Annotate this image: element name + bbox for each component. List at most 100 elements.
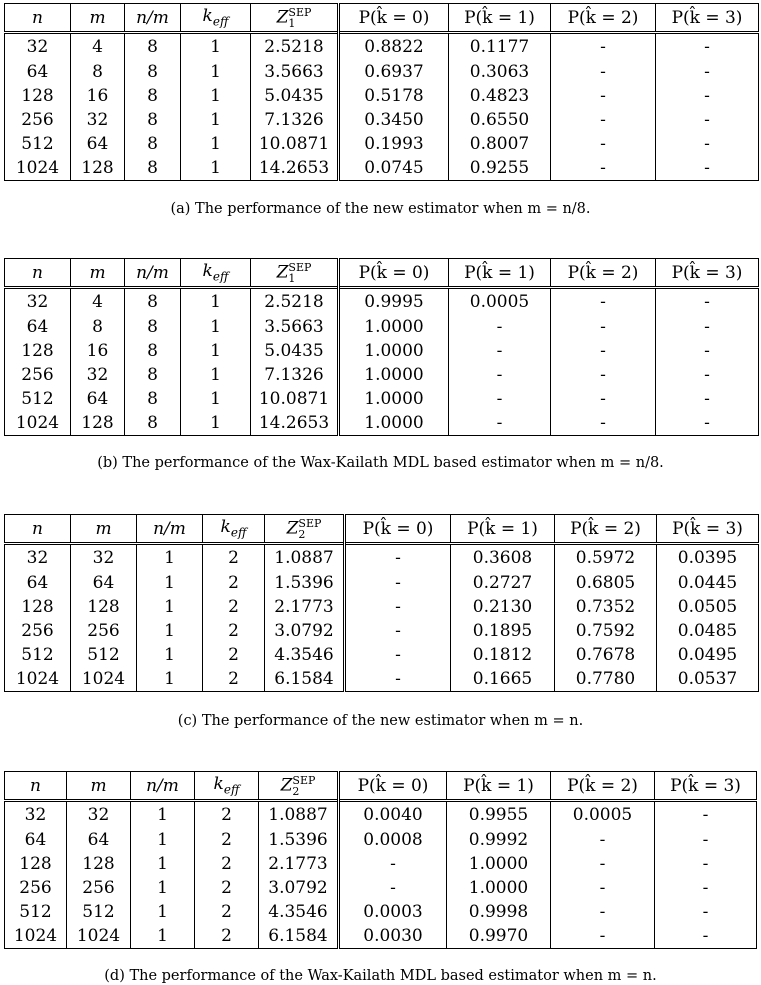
table-cell: - [655,132,759,156]
table-cell: 0.1895 [450,619,555,643]
table-row: 256 256 1 2 3.0792-0.1895 0.7592 0.0485 [4,619,759,643]
table-cell: 512 [66,900,131,924]
table-cell: 0.9970 [446,924,551,949]
table-cell: - [654,900,757,924]
table-cell: - [655,31,759,60]
table-cell: 0.6805 [554,571,657,595]
table-row: 512 64 8 1 10.0871 1.0000- - - [4,387,759,411]
table-cell: - [655,286,759,315]
table-cell: 1.0000 [338,387,449,411]
results-table-a: n m n/m keff ZSEP 1 P(k̂ = 0) P(k̂ = 1) P(k̂ = 2… [4,3,759,181]
table-cell: 6.1584 [264,667,346,692]
table-cell: - [655,156,759,181]
table-cell: 1 [130,828,195,852]
table-row: 128 128 1 2 2.1773-1.0000- - [4,852,757,876]
table-cell: 2 [202,619,265,643]
table-cell: 0.9992 [446,828,551,852]
header-p1: P(k̂ = 1) [448,3,551,33]
table-cell: 1.0887 [258,799,340,828]
table-cell: - [654,876,757,900]
table-cell: 1 [180,132,251,156]
table-cell: 1.0000 [338,315,449,339]
table-cell: - [655,411,759,436]
table-cell: 3.5663 [250,60,340,84]
table-cell: 64 [4,315,71,339]
table-cell: 512 [4,643,71,667]
table-row: 256 32 8 1 7.1326 0.3450 0.6550- - [4,108,759,132]
table-cell: 0.2130 [450,595,555,619]
table-cell: 1024 [70,667,137,692]
header-p0: P(k̂ = 0) [338,771,447,801]
table-cell: 2.1773 [258,852,340,876]
table-cell: 1.0000 [446,852,551,876]
table-cell: 8 [124,411,181,436]
table-cell: 0.3608 [450,542,555,571]
table-cell: 8 [124,387,181,411]
header-m: m [70,514,137,544]
table-cell: 0.0395 [656,542,759,571]
table-cell: 32 [70,363,125,387]
table-cell: 32 [66,799,131,828]
table-cell: 1 [136,571,203,595]
table-cell: 1 [136,595,203,619]
table-cell: - [344,667,451,692]
header-p3: P(k̂ = 3) [654,771,757,801]
table-cell: 2 [202,571,265,595]
table-cell: 64 [70,571,137,595]
table-cell: 5.0435 [250,84,340,108]
table-cell: - [655,387,759,411]
table-cell: 0.8822 [338,31,449,60]
table-cell: 8 [124,339,181,363]
table-cell: 3.0792 [258,876,340,900]
table-cell: 32 [70,542,137,571]
table-cell: 1 [180,387,251,411]
header-n-over-m: n/m [124,3,181,33]
table-cell: 1.0000 [338,339,449,363]
header-k-eff: keff [202,514,265,544]
table-cell: - [338,876,447,900]
results-table-b: n m n/m keff ZSEP 1 P(k̂ = 0) P(k̂ = 1) P(k̂ = 2… [4,258,759,436]
table-row: 256 32 8 1 7.1326 1.0000- - - [4,363,759,387]
table-cell: 1024 [4,667,71,692]
table-cell: - [448,387,551,411]
table-cell: 4 [70,286,125,315]
header-p1: P(k̂ = 1) [450,514,555,544]
table-cell: 8 [124,363,181,387]
table-cell: 3.5663 [250,315,340,339]
table-cell: - [550,387,656,411]
table-row: 1024 128 8 1 14.2653 0.0745 0.9255- - [4,156,759,181]
table-cell: - [655,108,759,132]
table-cell: - [448,315,551,339]
table-cell: 0.0445 [656,571,759,595]
table-cell: 32 [4,286,71,315]
header-row: n m n/m keff ZSEP 2 P(k̂ = 0) P(k̂ = 1) P(k̂ = 2… [4,514,759,544]
table-cell: 128 [70,595,137,619]
table-cell: 1 [130,876,195,900]
table-cell: 2 [202,542,265,571]
table-cell: 2 [194,828,259,852]
table-cell: - [344,643,451,667]
table-row: 128 16 8 1 5.0435 0.5178 0.4823- - [4,84,759,108]
header-n: n [4,258,71,288]
table-cell: 0.1812 [450,643,555,667]
table-cell: 3.0792 [264,619,346,643]
table-cell: - [550,828,655,852]
table-cell: 2 [202,667,265,692]
table-cell: 2 [194,900,259,924]
table-cell: 0.7352 [554,595,657,619]
table-cell: 1 [180,156,251,181]
table-cell: - [550,286,656,315]
table-caption-a: (a) The performance of the new estimator… [170,201,591,217]
table-cell: 128 [4,852,67,876]
header-p2: P(k̂ = 2) [550,258,656,288]
table-row: 32 32 1 2 1.0887-0.3608 0.5972 0.0395 [4,542,759,571]
table-cell: 1 [130,924,195,949]
table-cell: 7.1326 [250,363,340,387]
table-cell: 0.7678 [554,643,657,667]
table-cell: - [550,852,655,876]
table-cell: 8 [124,84,181,108]
table-cell: - [550,411,656,436]
table-row: 32 32 1 2 1.0887 0.0040 0.9955 0.0005- [4,799,757,828]
table-cell: 0.3063 [448,60,551,84]
table-row: 64 8 8 1 3.5663 0.6937 0.3063- - [4,60,759,84]
